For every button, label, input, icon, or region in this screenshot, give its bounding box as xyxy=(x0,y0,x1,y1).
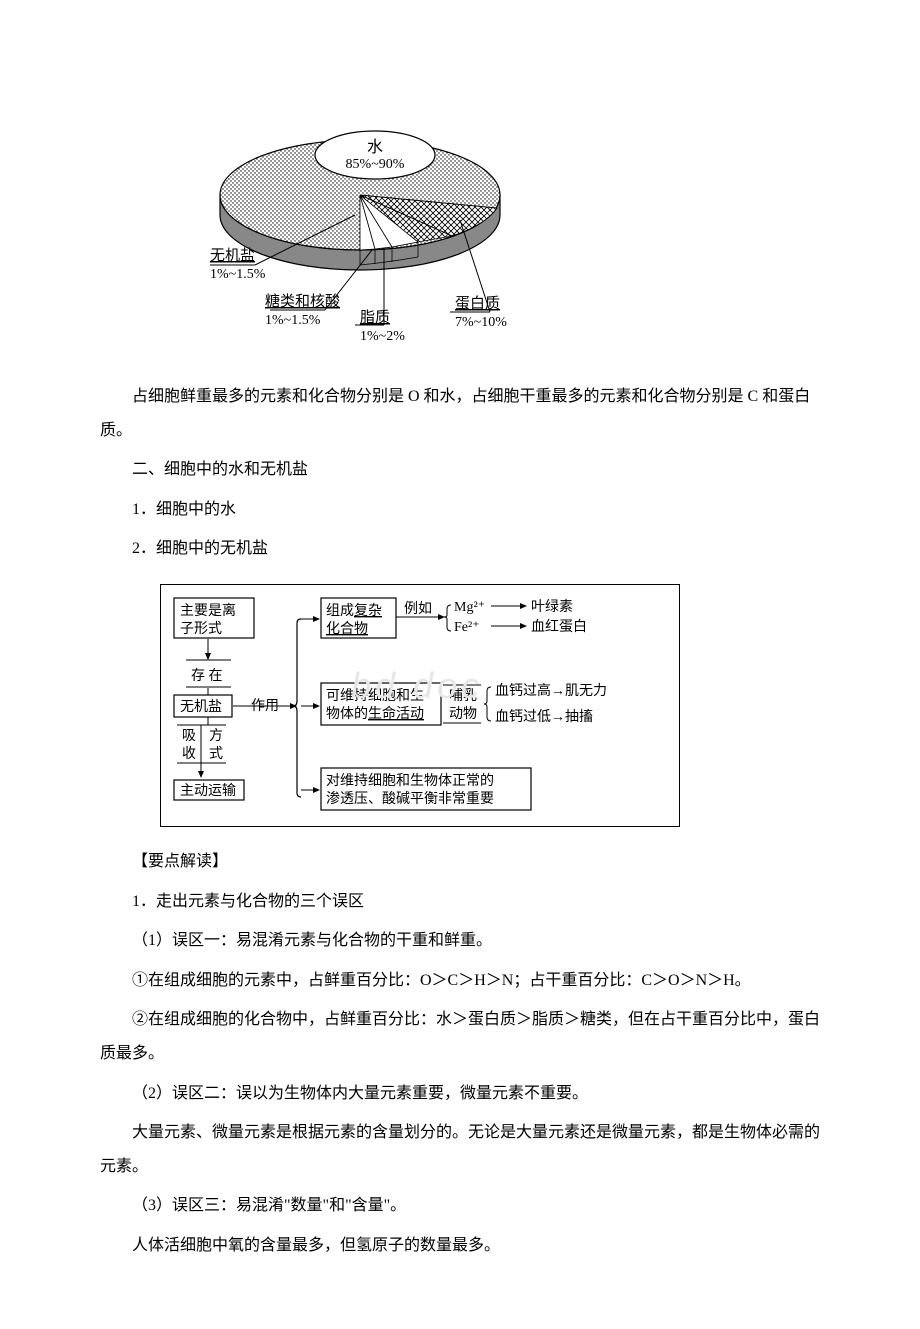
para-5: ①在组成细胞的元素中，占鲜重百分比：O＞C＞H＞N；占干重百分比：C＞O＞N＞H… xyxy=(100,964,820,998)
pie-label-protein-name: 蛋白质 xyxy=(455,295,500,312)
pie-chart: 水 85%~90% 无机盐 1%~1.5% 糖类和核酸 1%~1.5% 脂质 1… xyxy=(160,90,560,360)
box-exist: 存 在 xyxy=(191,668,223,684)
box-mammal-2: 动物 xyxy=(449,706,477,722)
heading-3: 【要点解读】 xyxy=(100,845,820,879)
para-6: ②在组成细胞的化合物中，占鲜重百分比：水＞蛋白质＞脂质＞糖类，但在占干重百分比中… xyxy=(100,1003,820,1070)
box-active: 主动运输 xyxy=(180,783,236,799)
para-7: （2）误区二：误以为生物体内大量元素重要，微量元素不重要。 xyxy=(100,1077,820,1111)
box-absorb-1: 吸 xyxy=(182,729,196,744)
svg-text:组成复杂: 组成复杂 xyxy=(326,602,382,619)
pie-label-salt-range: 1%~1.5% xyxy=(210,267,266,282)
box-absorb-2: 收 xyxy=(182,746,196,762)
pie-label-water-range: 85%~90% xyxy=(346,157,405,172)
box-ca-low: 血钙过低→抽搐 xyxy=(495,708,593,725)
para-3: 1．走出元素与化合物的三个误区 xyxy=(100,885,820,919)
box-way-1: 方 xyxy=(209,728,223,744)
box-ion-2: 子形式 xyxy=(180,621,222,637)
box-osmo-2: 渗透压、酸碱平衡非常重要 xyxy=(326,791,494,807)
para-8: 大量元素、微量元素是根据元素的含量划分的。无论是大量元素还是微量元素，都是生物体… xyxy=(100,1116,820,1183)
box-hemo: 血红蛋白 xyxy=(531,619,587,635)
pie-label-water-name: 水 xyxy=(367,138,383,156)
pie-label-lipid-name: 脂质 xyxy=(360,309,390,326)
box-example: 例如 xyxy=(404,601,432,617)
para-4: （1）误区一：易混淆元素与化合物的干重和鲜重。 xyxy=(100,924,820,958)
pie-label-sugar-name: 糖类和核酸 xyxy=(265,293,340,310)
pie-svg: 水 85%~90% 无机盐 1%~1.5% 糖类和核酸 1%~1.5% 脂质 1… xyxy=(160,90,560,360)
diagram-svg: 主要是离 子形式 存 在 无机盐 吸 收 方 式 主动运输 作用 组成复杂 化合… xyxy=(171,595,671,820)
box-fe: Fe²⁺ xyxy=(454,620,480,635)
pie-label-salt-name: 无机盐 xyxy=(210,247,255,264)
list-item-1: 1．细胞中的水 xyxy=(100,493,820,527)
box-mammal-1: 哺乳 xyxy=(449,688,477,704)
pie-label-lipid-range: 1%~2% xyxy=(360,329,405,344)
box-chloro: 叶绿素 xyxy=(531,599,573,615)
list-item-2: 2．细胞中的无机盐 xyxy=(100,532,820,566)
heading-2: 二、细胞中的水和无机盐 xyxy=(100,453,820,487)
box-mg: Mg²⁺ xyxy=(454,600,485,615)
box-wujiyan: 无机盐 xyxy=(180,699,222,715)
box-complex-2: 化合物 xyxy=(326,621,368,637)
svg-text:物体的生命活动: 物体的生命活动 xyxy=(326,705,424,722)
flow-diagram: bd doc 主要是离 子形式 存 在 无机盐 吸 收 方 式 主动运输 作用 xyxy=(160,584,680,827)
box-osmo-1: 对维持细胞和生物体正常的 xyxy=(326,773,494,789)
para-9: （3）误区三：易混淆"数量"和"含量"。 xyxy=(100,1189,820,1223)
paragraph-1: 占细胞鲜重最多的元素和化合物分别是 O 和水，占细胞干重最多的元素和化合物分别是… xyxy=(100,380,820,447)
pie-label-protein-range: 7%~10% xyxy=(455,315,507,330)
pie-label-sugar-range: 1%~1.5% xyxy=(265,313,321,328)
box-ca-high: 血钙过高→肌无力 xyxy=(495,682,607,699)
box-way-2: 式 xyxy=(209,746,223,762)
box-life-1: 可维持细胞和生 xyxy=(326,688,424,704)
box-ion-1: 主要是离 xyxy=(180,602,236,619)
para-10: 人体活细胞中氧的含量最多，但氢原子的数量最多。 xyxy=(100,1229,820,1263)
